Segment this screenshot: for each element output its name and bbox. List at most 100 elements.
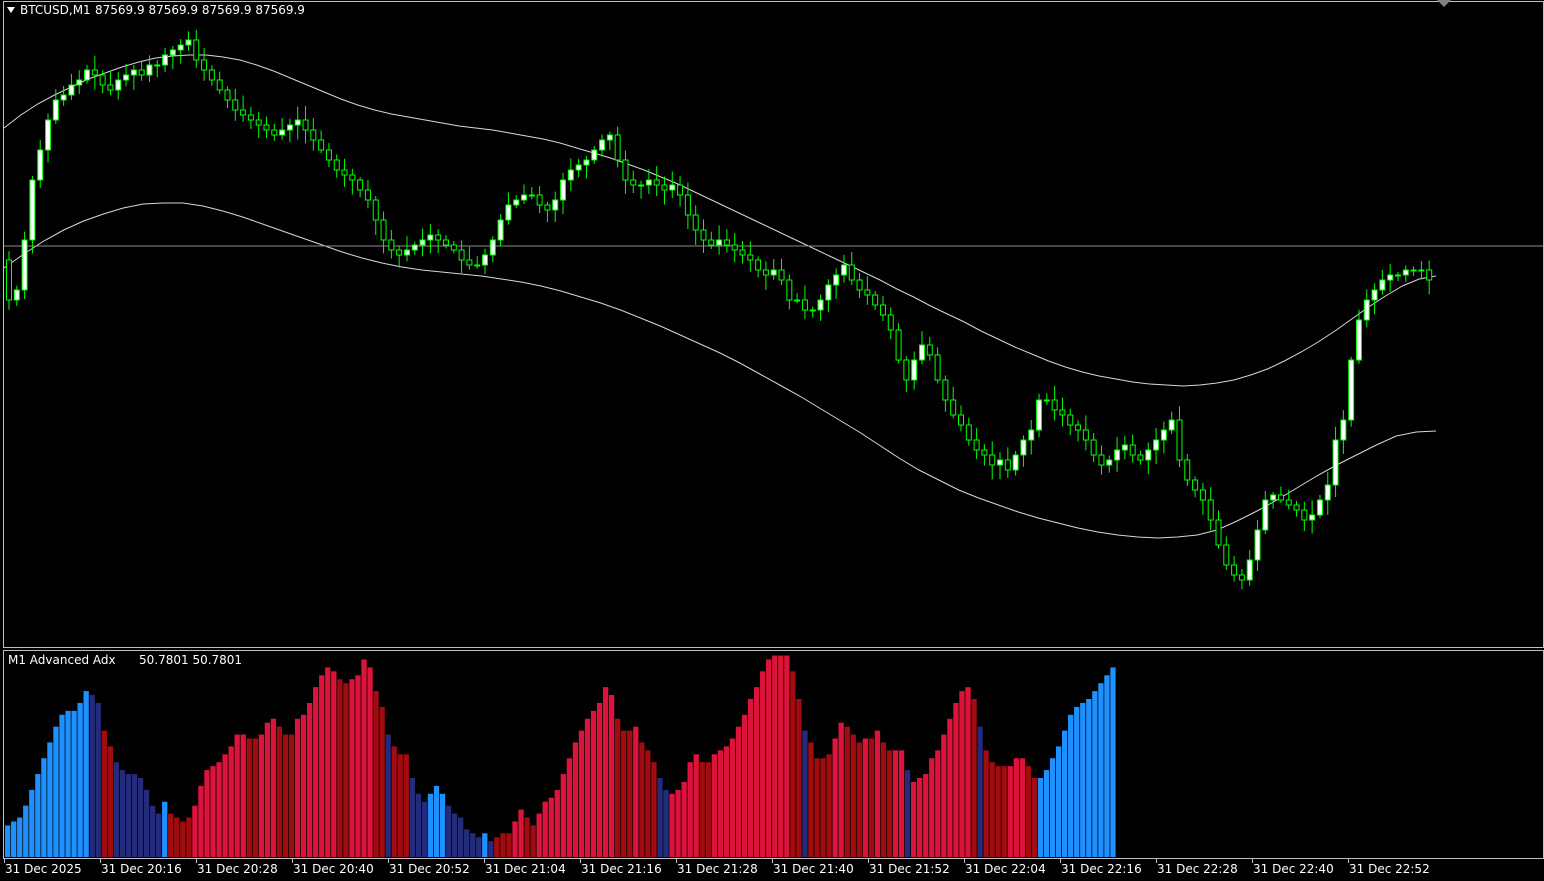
histogram-bar: [681, 781, 687, 857]
candle-body: [1059, 409, 1066, 416]
candle-body: [848, 264, 855, 281]
histogram-bar: [113, 762, 120, 857]
symbol-label: BTCUSD,M1: [20, 3, 91, 17]
candle-body: [1145, 449, 1152, 461]
time-tick-label: 31 Dec 21:28: [677, 862, 758, 876]
candle-body: [396, 249, 403, 256]
time-axis: 31 Dec 2025 31 Dec 20:16 31 Dec 20:28 31 De…: [4, 858, 1430, 876]
histogram-bar: [850, 734, 856, 857]
candle-body: [482, 254, 488, 266]
histogram-bar: [766, 659, 772, 857]
histogram-bar: [409, 778, 415, 857]
time-tick-label: 31 Dec 20:28: [197, 862, 278, 876]
candle-body: [193, 39, 200, 61]
histogram-bar: [1031, 778, 1038, 857]
candle-body: [567, 169, 574, 181]
histogram-bar: [941, 734, 947, 857]
candle-body: [333, 159, 340, 171]
candle-body: [1418, 269, 1425, 272]
histogram-bar: [657, 778, 663, 857]
candle-body: [21, 239, 28, 291]
candle-body: [833, 274, 840, 286]
histogram-bar: [71, 710, 77, 857]
candle-body: [380, 219, 387, 241]
histogram-bar: [361, 659, 367, 857]
histogram-bar: [753, 687, 760, 857]
candle-body: [435, 234, 442, 241]
histogram-bar: [77, 702, 83, 857]
histogram-bar: [1074, 706, 1080, 857]
candle-body: [1332, 439, 1339, 486]
histogram-bar: [470, 833, 476, 857]
chart-shift-marker-icon[interactable]: [1437, 0, 1451, 7]
candle-body: [1020, 439, 1027, 456]
histogram-bar: [554, 789, 560, 857]
candle-body: [255, 119, 262, 126]
histogram-bar: [723, 746, 730, 857]
histogram-bar: [669, 793, 675, 857]
candle-body: [1176, 419, 1183, 461]
histogram-bar: [234, 734, 240, 857]
candle-body: [1254, 529, 1261, 561]
histogram-bar: [663, 789, 669, 857]
candle-body: [1067, 414, 1074, 426]
candle-body: [1293, 504, 1300, 511]
adx-histogram: [5, 655, 1116, 857]
histogram-bar: [904, 770, 911, 857]
candle-body: [778, 269, 785, 281]
candle-body: [528, 194, 535, 197]
histogram-bar: [760, 671, 766, 857]
candle-body: [981, 449, 988, 456]
candle-body: [294, 119, 301, 126]
histogram-bar: [621, 730, 627, 857]
candle-body: [825, 284, 832, 301]
candle-body: [599, 139, 606, 151]
histogram-bar: [325, 667, 331, 857]
time-tick-label: 31 Dec 21:52: [869, 862, 950, 876]
time-tick-label: 31 Dec 20:16: [101, 862, 182, 876]
candle-body: [1036, 399, 1043, 431]
candle-body: [723, 239, 730, 246]
time-tick-label: 31 Dec 21:04: [485, 862, 566, 876]
candle-body: [349, 174, 356, 181]
candle-body: [1215, 519, 1222, 546]
candle-body: [1082, 429, 1089, 441]
histogram-bar: [838, 722, 844, 857]
histogram-bar: [252, 738, 258, 857]
candle-body: [762, 269, 769, 276]
candle-body: [1207, 499, 1214, 521]
histogram-bar: [162, 801, 168, 857]
histogram-bar: [929, 758, 935, 857]
histogram-bar: [1104, 675, 1110, 857]
candle-body: [1184, 459, 1191, 481]
candle-body: [169, 49, 176, 56]
histogram-bar: [868, 738, 875, 857]
candle-body: [216, 79, 223, 91]
histogram-bar: [319, 675, 325, 857]
candle-body: [318, 139, 325, 151]
time-tick-label: 31 Dec 21:16: [581, 862, 662, 876]
candle-body: [1262, 499, 1269, 531]
histogram-bar: [729, 738, 736, 857]
histogram-bar: [971, 699, 977, 857]
histogram-bar: [524, 817, 530, 857]
candle-body: [286, 124, 293, 131]
candle-body: [247, 114, 254, 121]
candle-body: [661, 184, 668, 191]
symbol-dropdown-icon[interactable]: [7, 7, 15, 13]
candle-body: [130, 69, 137, 76]
histogram-bar: [1062, 730, 1068, 857]
candle-body: [918, 344, 925, 361]
candle-body: [13, 289, 20, 301]
histogram-bar: [125, 774, 132, 857]
histogram-bar: [83, 691, 89, 857]
candle-body: [107, 84, 114, 91]
histogram-bar: [180, 821, 186, 857]
histogram-bar: [143, 789, 150, 857]
time-tick-label: 31 Dec 22:16: [1061, 862, 1142, 876]
histogram-bar: [711, 754, 717, 857]
candle-body: [232, 99, 239, 111]
